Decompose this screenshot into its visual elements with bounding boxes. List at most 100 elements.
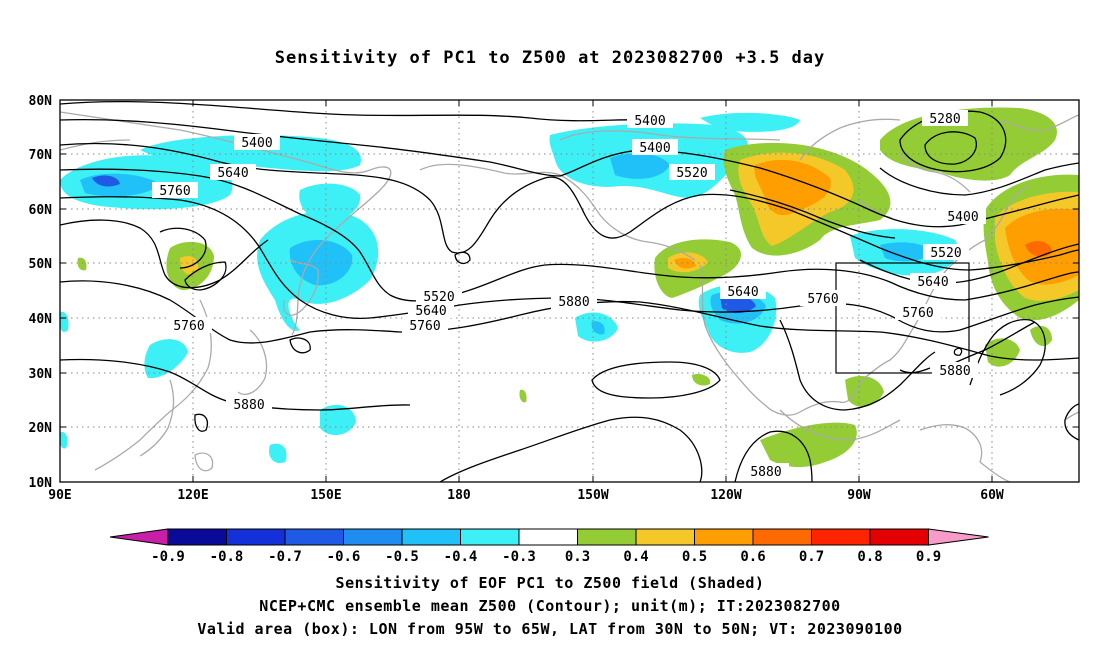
colorbar-label: 0.3	[565, 549, 590, 565]
lon-label: 120W	[710, 488, 741, 503]
contour-label: 5520	[676, 166, 707, 181]
negative-region	[60, 311, 69, 332]
contour-label: 5760	[173, 319, 204, 334]
lon-label: 180	[447, 488, 471, 503]
lon-label: 150W	[577, 488, 608, 503]
contour-label: 5520	[423, 290, 454, 305]
contour-label: 5520	[930, 246, 961, 261]
lon-label: 90E	[48, 488, 71, 503]
contour-label: 5280	[929, 112, 960, 127]
colorbar-label: -0.3	[502, 549, 536, 565]
contour-label: 5760	[807, 292, 838, 307]
positive-region	[1030, 325, 1052, 346]
colorbar-swatch	[518, 528, 578, 546]
colorbar-swatch	[401, 528, 461, 546]
positive-region	[692, 374, 711, 386]
positive-region	[519, 389, 527, 403]
contour-label: 5760	[409, 319, 440, 334]
colorbar-label: 0.8	[857, 549, 882, 565]
colorbar-label: 0.7	[799, 549, 824, 565]
colorbar-label: -0.6	[327, 549, 361, 565]
colorbar-label: -0.8	[210, 549, 244, 565]
lat-label: 80N	[29, 94, 53, 109]
contour-label: 5400	[947, 210, 978, 225]
colorbar-swatch	[811, 528, 871, 546]
colorbar-swatch	[226, 528, 286, 546]
colorbar-swatch	[167, 528, 227, 546]
negative-region	[880, 242, 932, 262]
lat-label: 30N	[29, 367, 53, 382]
positive-region	[77, 257, 87, 271]
negative-region	[289, 239, 353, 286]
colorbar-swatch	[460, 528, 520, 546]
lat-label: 10N	[29, 476, 53, 491]
caption-shading: Sensitivity of EOF PC1 to Z500 field (Sh…	[335, 574, 765, 592]
colorbar-arrow-min	[109, 528, 169, 546]
colorbar-swatch	[343, 528, 403, 546]
negative-region	[700, 112, 800, 132]
colorbar-swatch	[635, 528, 695, 546]
lon-label: 120E	[177, 488, 208, 503]
coastlines	[60, 111, 1079, 482]
colorbar-label: -0.7	[268, 549, 302, 565]
lat-label: 50N	[29, 257, 53, 272]
lat-label: 40N	[29, 312, 53, 327]
valid-area-box	[835, 262, 970, 374]
contour-label: 5400	[639, 141, 670, 156]
contour-label: 5640	[917, 275, 948, 290]
contour-label: 5880	[233, 398, 264, 413]
positive-region	[985, 338, 1020, 367]
contour-label: 5760	[159, 184, 190, 199]
colorbar-label: 0.9	[916, 549, 941, 565]
contour-label: 5640	[217, 166, 248, 181]
colorbar-swatch	[752, 528, 812, 546]
lon-label: 90W	[847, 488, 871, 503]
positive-region	[760, 422, 857, 468]
positive-region	[1025, 240, 1052, 257]
contour-label: 5400	[634, 114, 665, 129]
colorbar-swatch	[869, 528, 929, 546]
lat-label: 60N	[29, 203, 53, 218]
contour-label: 5760	[902, 306, 933, 321]
lat-label: 70N	[29, 148, 53, 163]
colorbar-label: 0.6	[740, 549, 765, 565]
contour-label: 5880	[939, 364, 970, 379]
plot-frame	[59, 99, 1080, 483]
caption-contour: NCEP+CMC ensemble mean Z500 (Contour); u…	[259, 597, 841, 615]
positive-region	[674, 258, 696, 269]
colorbar-swatch	[694, 528, 754, 546]
contour-label: 5640	[415, 304, 446, 319]
negative-region	[320, 404, 356, 436]
negative-region	[144, 339, 188, 379]
contour-label: 5640	[727, 285, 758, 300]
lat-label: 20N	[29, 421, 53, 436]
positive-region	[880, 107, 1057, 181]
colorbar-label: -0.4	[444, 549, 478, 565]
colorbar-swatch	[577, 528, 637, 546]
colorbar-label: 0.5	[682, 549, 707, 565]
lon-label: 150E	[310, 488, 341, 503]
colorbar-label: 0.4	[623, 549, 648, 565]
contour-labels: 5400 5400 5640 5760 5760 5520 5640 5760 …	[159, 112, 979, 480]
colorbar: -0.9 -0.8 -0.7 -0.6 -0.5 -0.4 -0.3 0.3 0.4 0.5 0.6…	[109, 528, 989, 565]
lon-label: 60W	[980, 488, 1004, 503]
colorbar-arrow-max	[928, 528, 989, 546]
map-title: Sensitivity of PC1 to Z500 at 2023082700…	[274, 48, 826, 68]
negative-region	[60, 431, 68, 449]
colorbar-label: -0.9	[151, 549, 185, 565]
contour-label: 5400	[241, 136, 272, 151]
negative-region	[269, 443, 287, 464]
lat-labels: 80N 70N 60N 50N 40N 30N 20N 10N	[29, 94, 53, 491]
negative-region	[299, 183, 361, 222]
tick-marks	[60, 99, 1079, 482]
negative-region	[591, 321, 605, 335]
contour-label: 5880	[558, 295, 589, 310]
lon-labels: 90E 120E 150E 180 150W 120W 90W 60W	[48, 488, 1004, 503]
caption-valid-area: Valid area (box): LON from 95W to 65W, L…	[197, 620, 903, 638]
colorbar-label: -0.5	[385, 549, 419, 565]
negative-region	[720, 294, 756, 314]
negative-region	[92, 175, 120, 187]
positive-region	[845, 376, 884, 407]
positive-region	[180, 256, 199, 275]
